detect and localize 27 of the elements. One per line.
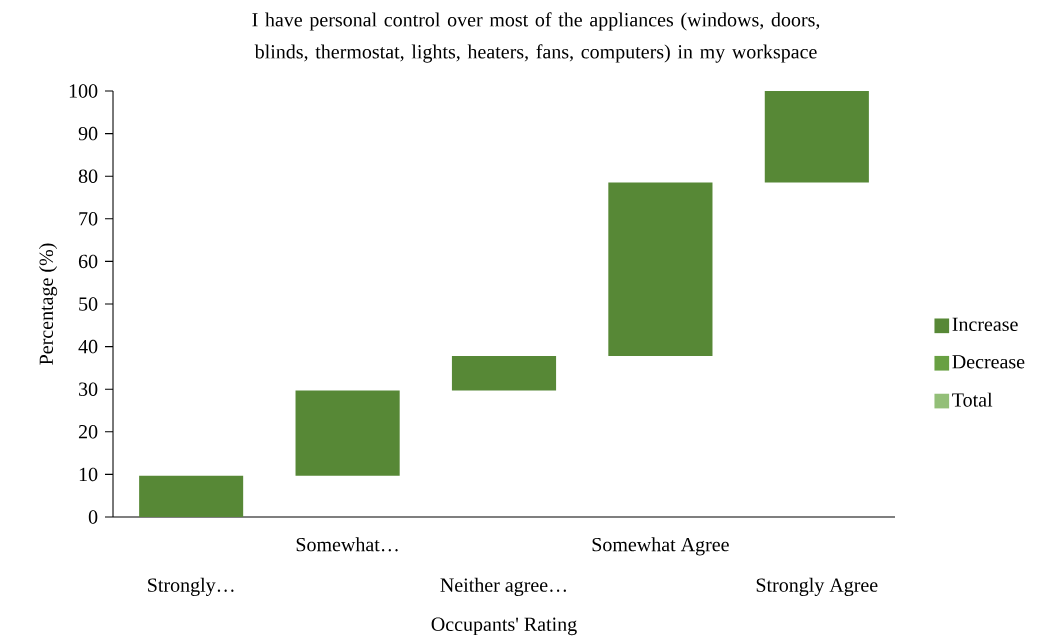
legend-label: Decrease bbox=[952, 355, 1025, 369]
x-tick-label: Somewhat Agree bbox=[592, 537, 729, 556]
x-tick-label: Strongly… bbox=[148, 577, 234, 596]
legend-label: Increase bbox=[952, 317, 1018, 332]
x-axis-title: Occupants' Rating bbox=[431, 617, 577, 636]
y-tick-label: 10 bbox=[79, 467, 98, 482]
y-tick-label: 80 bbox=[78, 169, 98, 183]
y-tick-label: 40 bbox=[78, 339, 98, 354]
y-tick-label: 60 bbox=[78, 254, 98, 269]
bar bbox=[764, 91, 869, 183]
y-tick-label: 100 bbox=[69, 84, 98, 98]
y-tick-label: 0 bbox=[88, 510, 98, 524]
y-tick-label: 90 bbox=[78, 126, 98, 141]
y-tick-label: 30 bbox=[79, 382, 98, 396]
y-tick-label: 70 bbox=[79, 212, 98, 226]
chart-title: I have personal control over most of the appliances (windows, doors, blinds, thermostat, lights, heaters, fans, computers) in my workspace bbox=[252, 12, 820, 63]
x-tick-label: Strongly Agree bbox=[756, 577, 878, 596]
bar bbox=[608, 182, 713, 356]
x-tick-label: Somewhat… bbox=[296, 537, 398, 552]
y-tick-label: 20 bbox=[78, 425, 98, 439]
x-tick-label: Neither agree… bbox=[440, 577, 567, 596]
y-tick-label: 50 bbox=[79, 297, 98, 311]
bar bbox=[139, 475, 244, 517]
legend-label: Total bbox=[952, 392, 993, 407]
bar bbox=[451, 355, 557, 391]
y-axis-title: Percentage (%) bbox=[38, 243, 58, 365]
bar bbox=[295, 390, 400, 476]
